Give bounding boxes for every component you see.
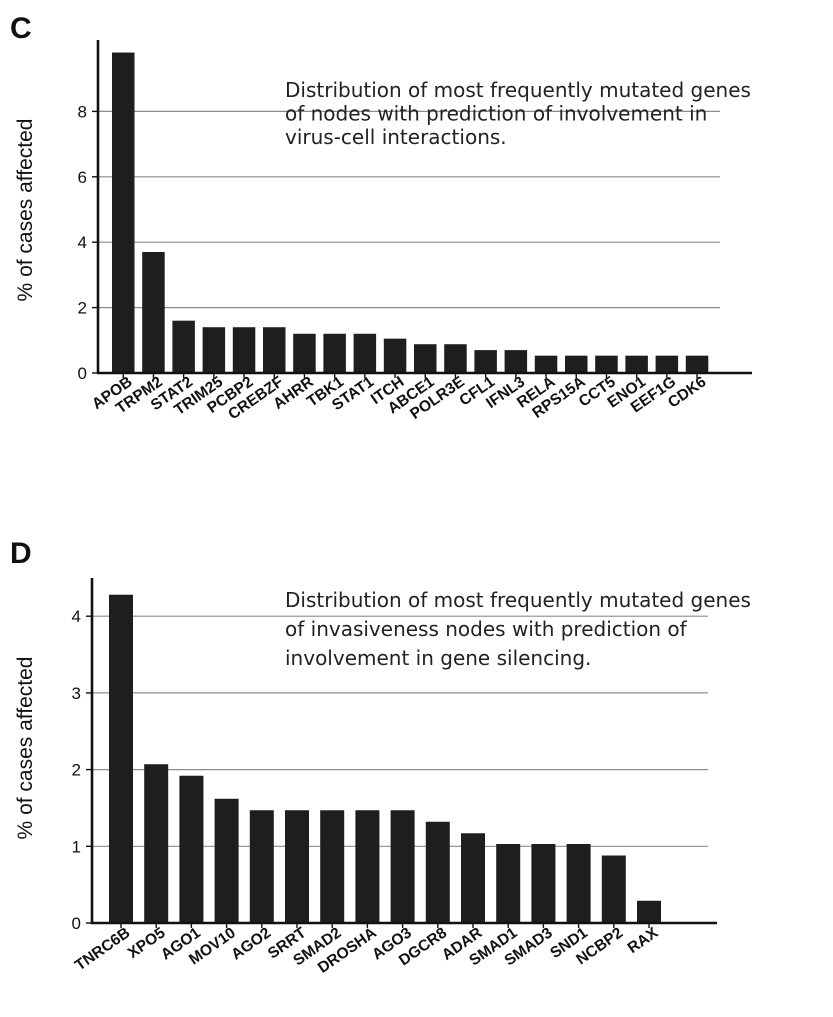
y-axis-label: % of cases affected [14, 657, 37, 840]
y-axis-label: % of cases affected [14, 119, 37, 302]
bar-ago1 [179, 775, 204, 923]
bar-itch [383, 338, 407, 373]
bar-smad1 [496, 843, 521, 923]
annotation-line: virus-cell interactions. [285, 125, 507, 149]
y-tick-label: 4 [72, 607, 81, 626]
y-tick-label: 0 [72, 914, 81, 933]
bar-rps15a [565, 355, 588, 373]
bar-apob [112, 52, 135, 373]
bar-smad3 [531, 843, 556, 923]
bar-stat1 [353, 333, 377, 373]
bar-dgcr8 [425, 821, 450, 923]
bar-smad2 [320, 810, 345, 923]
y-tick-label: 8 [78, 102, 87, 121]
annotation-line: involvement in gene silencing. [285, 646, 591, 670]
bar-trim25 [202, 327, 226, 373]
y-tick-label: 2 [72, 761, 81, 780]
bar-stat2 [172, 320, 195, 373]
chart-panel-d: D 01234TNRC6BXPO5AGO1MOV10AGO2SRRTSMAD2D… [10, 537, 751, 977]
chart-panel-c: C 02468APOBTRPM2STAT2TRIM25PCBP2CREBZFAH… [10, 12, 752, 423]
bar-crebzf [263, 327, 286, 373]
bar-cfl1 [474, 350, 497, 373]
panel-letter-c: C [10, 12, 32, 45]
bar-polr3e [444, 344, 467, 373]
x-tick-label: RAX [625, 924, 662, 957]
x-tick-label: TNRC6B [72, 924, 133, 974]
bar-ncbp2 [601, 855, 626, 923]
bar-ago3 [390, 810, 415, 923]
bar-snd1 [566, 843, 591, 923]
bar-adar [461, 833, 485, 923]
bar-ago2 [249, 810, 274, 923]
annotation-line: of invasiveness nodes with prediction of [285, 617, 688, 641]
bar-rela [534, 355, 558, 373]
bar-tbk1 [323, 333, 346, 373]
bar-tnrc6b [109, 594, 133, 923]
bar-abce1 [414, 344, 437, 373]
y-tick-label: 0 [78, 364, 87, 383]
bar-srrt [285, 810, 309, 923]
y-tick-label: 6 [78, 168, 87, 187]
annotation-line: of nodes with prediction of involvement … [285, 102, 707, 126]
bar-rax [637, 900, 661, 923]
y-tick-label: 1 [72, 837, 81, 856]
bar-drosha [355, 810, 380, 923]
bar-eno1 [625, 355, 648, 373]
bar-trpm2 [142, 252, 165, 373]
bar-cdk6 [685, 355, 709, 373]
annotation-line: Distribution of most frequently mutated … [285, 78, 751, 102]
annotation-line: Distribution of most frequently mutated … [285, 588, 751, 612]
bar-eef1g [655, 355, 679, 373]
panel-letter-d: D [10, 537, 32, 570]
bar-mov10 [214, 798, 239, 923]
x-tick-label: AGO2 [228, 924, 274, 963]
bar-ifnl3 [504, 350, 528, 373]
y-tick-label: 3 [72, 684, 81, 703]
bar-cct5 [595, 355, 618, 373]
y-tick-label: 2 [78, 299, 87, 318]
bar-xpo5 [144, 764, 169, 923]
bar-ahrr [293, 333, 316, 373]
y-tick-label: 4 [78, 233, 87, 252]
bar-pcbp2 [232, 327, 256, 373]
